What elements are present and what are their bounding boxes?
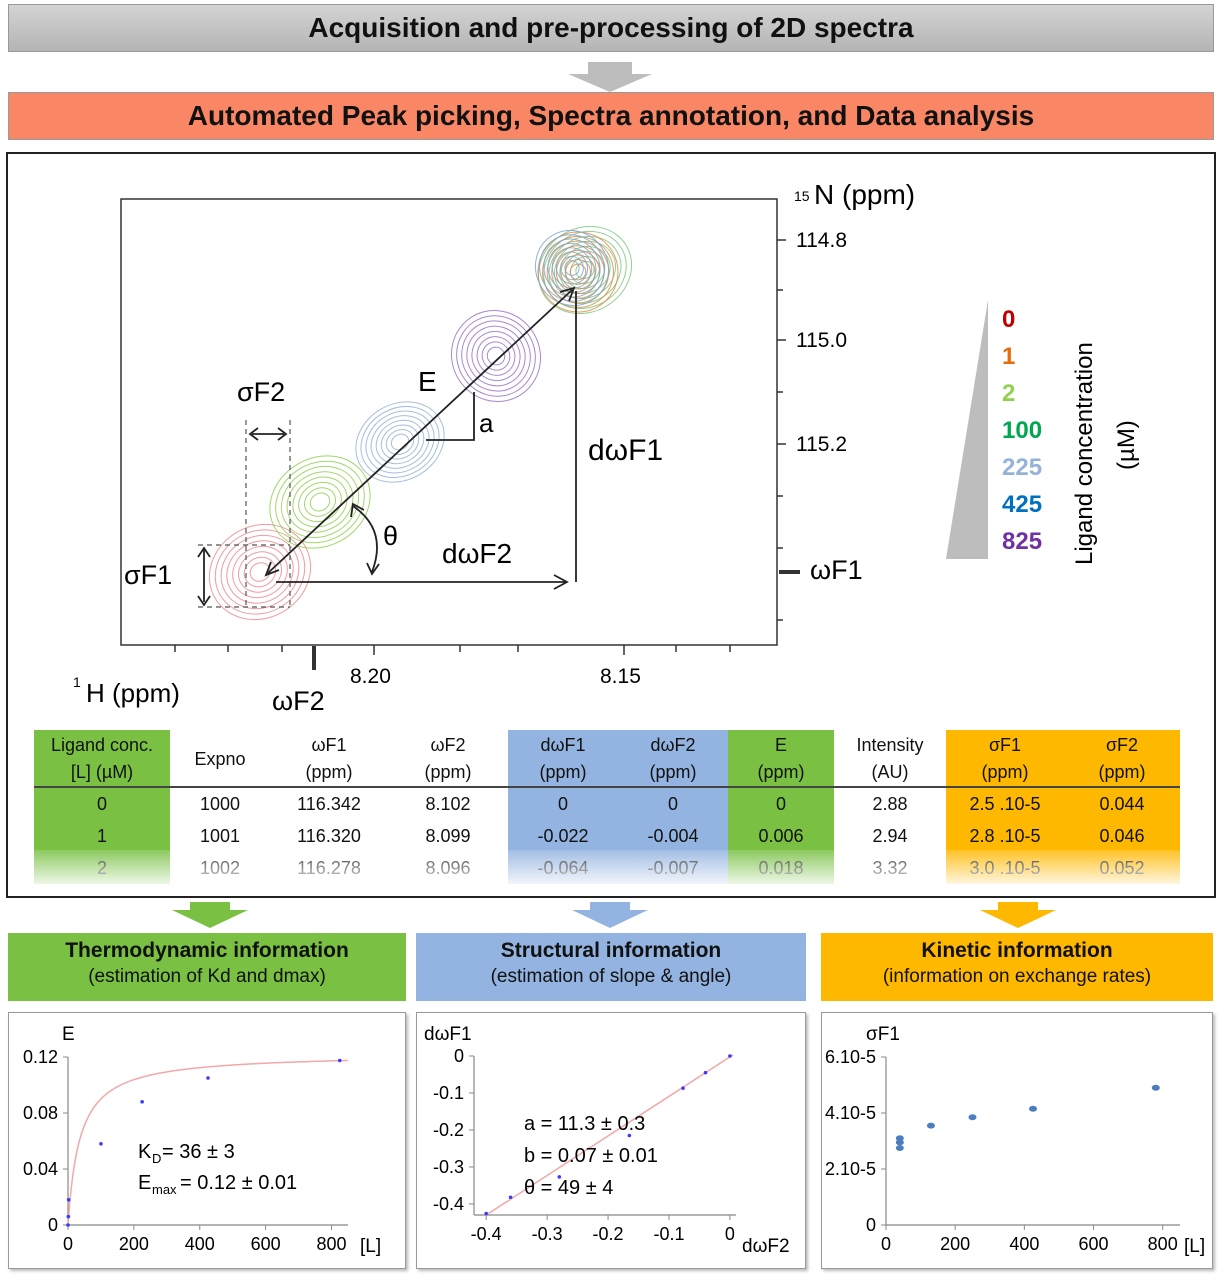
table-cell: 2.5 .10-5 <box>946 787 1064 820</box>
kinetic-subtitle: (information on exchange rates) <box>882 966 1152 987</box>
legend-item-6: 825 <box>1002 528 1042 555</box>
acquisition-banner-text: Acquisition and pre-processing of 2D spe… <box>308 12 914 43</box>
h-tick-1: 8.20 <box>350 665 391 688</box>
h-tick-2: 8.15 <box>600 665 641 688</box>
struct-title: Structural information <box>500 939 722 962</box>
legend-item-2: 2 <box>1002 380 1015 407</box>
legend-item-4: 225 <box>1002 454 1042 481</box>
table-cell: 2.8 .10-5 <box>946 820 1064 852</box>
table-cell: 0 <box>728 787 834 820</box>
E-label: E <box>418 366 437 397</box>
table-cell: 116.320 <box>297 825 361 846</box>
automated-banner-text: Automated Peak picking, Spectra annotati… <box>187 100 1035 131</box>
n-tick-3: 115.2 <box>796 433 847 456</box>
h-axis-sup: 1 <box>73 674 81 690</box>
table-row: 1 1001 116.320 8.099 -0.022 -0.004 0.006 2.94 2.… <box>34 820 1180 852</box>
thermo-box: Thermodynamic information (estimation of… <box>8 933 406 1001</box>
col-header-5: dωF2 (ppm) <box>618 730 728 788</box>
sigmaF1-label: σF1 <box>124 560 172 590</box>
arrow-kinetic <box>980 902 1056 928</box>
legend-item-3: 100 <box>1002 417 1042 444</box>
contour-peak-0 <box>208 523 312 621</box>
contour-peak-2 <box>355 401 445 483</box>
legend-item-5: 425 <box>1002 491 1042 518</box>
kinetic-title: Kinetic information <box>921 939 1113 962</box>
table-cell: -0.004 <box>618 820 728 852</box>
col-header-1: Expno <box>170 730 270 788</box>
table-cell: -0.022 <box>508 820 618 852</box>
struct-subtitle: (estimation of slope & angle) <box>490 966 732 987</box>
table-cell: 2.94 <box>872 825 908 846</box>
dwF2-label: dωF2 <box>442 538 512 569</box>
contour-peak-4 <box>537 225 633 315</box>
table-cell: 0 <box>618 787 728 820</box>
contour-peak-6 <box>534 229 610 307</box>
a-label: a <box>479 408 494 438</box>
table-cell: 1000 <box>199 793 241 814</box>
col-header-2: ωF1 (ppm) <box>270 730 388 788</box>
legend-item-1: 1 <box>1002 343 1015 370</box>
table-cell: 0.046 <box>1064 820 1180 852</box>
spectrum-diagram: 15 N (ppm) 114.8 115.0 115.2 ωF1 8.20 8.… <box>73 179 1140 716</box>
col-header-4: dωF1 (ppm) <box>508 730 618 788</box>
dwF1-label: dωF1 <box>588 434 663 467</box>
col-header-6: E (ppm) <box>728 730 834 788</box>
arrow-thermo <box>172 902 248 928</box>
legend-item-0: 0 <box>1002 306 1015 333</box>
table-cell: 0 <box>34 787 170 820</box>
table-fade <box>34 850 1180 890</box>
table-cell: 0.006 <box>728 820 834 852</box>
theta-label: θ <box>383 521 398 551</box>
n-tick-1: 114.8 <box>796 229 847 252</box>
wF2-label: ωF2 <box>272 686 325 716</box>
table-cell: 8.102 <box>425 793 471 814</box>
thermo-title: Thermodynamic information <box>65 939 349 962</box>
spectrum-frame <box>120 198 778 646</box>
col-header-0: Ligand conc. [L] (µM) <box>34 730 170 788</box>
table-cell: 1001 <box>199 825 241 846</box>
down-arrow-1 <box>568 62 652 92</box>
table-cell: 0 <box>508 787 618 820</box>
kinetic-box: Kinetic information (information on exch… <box>821 933 1213 1001</box>
contour-peak-1 <box>269 455 371 549</box>
arrow-struct <box>572 902 648 928</box>
thermo-plot-box <box>8 1012 406 1269</box>
legend-unit: (µM) <box>1113 420 1140 470</box>
contour-peak-3 <box>450 309 542 403</box>
struct-box: Structural information (estimation of sl… <box>416 933 806 1001</box>
col-header-3: ωF2 (ppm) <box>388 730 508 788</box>
table-cell: 8.099 <box>425 825 471 846</box>
h-axis-label: H (ppm) <box>86 678 180 708</box>
automated-banner: Automated Peak picking, Spectra annotati… <box>8 92 1214 140</box>
n-axis-label: N (ppm) <box>814 179 915 210</box>
concentration-wedge <box>946 300 988 559</box>
thermo-subtitle: (estimation of Kd and dmax) <box>88 966 326 987</box>
acquisition-banner: Acquisition and pre-processing of 2D spe… <box>8 4 1214 52</box>
table-cell: 116.342 <box>297 793 361 814</box>
col-header-7: Intensity (AU) <box>834 730 946 788</box>
col-header-9: σF2 (ppm) <box>1064 730 1180 788</box>
col-header-8: σF1 (ppm) <box>946 730 1064 788</box>
n-axis-sup: 15 <box>794 188 810 204</box>
struct-plot-box <box>416 1012 806 1269</box>
wF1-label: ωF1 <box>810 555 863 585</box>
table-cell: 2.88 <box>872 793 908 814</box>
kinetic-plot-box <box>821 1012 1213 1269</box>
sigmaF2-label: σF2 <box>237 377 285 407</box>
table-row: 0 1000 116.342 8.102 0 0 0 2.88 2.5 .10-5 0.044 <box>34 787 1180 820</box>
table-cell: 1 <box>34 820 170 852</box>
table-cell: 0.044 <box>1064 787 1180 820</box>
legend-title: Ligand concentration <box>1071 342 1098 565</box>
n-tick-2: 115.0 <box>796 329 847 352</box>
